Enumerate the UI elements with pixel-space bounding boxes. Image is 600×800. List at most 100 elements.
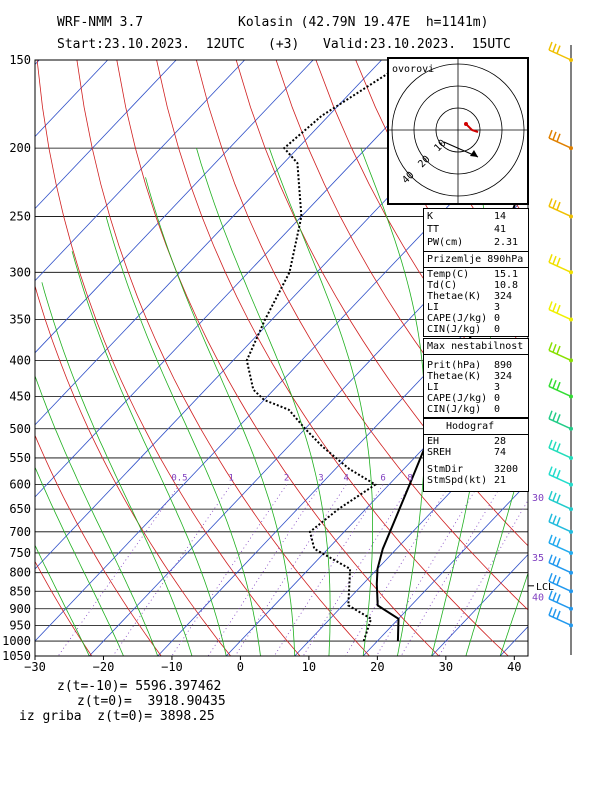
wind-barb-flag bbox=[556, 443, 561, 452]
dry-adiabat bbox=[275, 60, 528, 483]
moist-adiabat bbox=[35, 544, 90, 656]
surface-label: Td(C) bbox=[427, 280, 458, 291]
wind-barb-flag bbox=[552, 412, 557, 421]
isotherm-line bbox=[35, 60, 314, 354]
wind-barb-flag bbox=[552, 343, 557, 353]
height-tminus10: z(t=-10)= 5596.397462 bbox=[57, 679, 222, 694]
isotherm-line bbox=[35, 60, 382, 426]
station-info: Kolasin (42.79N 19.47E h=1141m) bbox=[238, 15, 489, 30]
mixing-ratio-label: 3 bbox=[318, 474, 323, 484]
wind-barb-flag bbox=[548, 378, 553, 387]
model-name: WRF-NMM 3.7 bbox=[57, 15, 144, 30]
wind-barb-staff bbox=[548, 261, 572, 273]
pressure-tick-label: 500 bbox=[9, 422, 31, 436]
mixing-ratio-line bbox=[207, 484, 322, 656]
surface-label: Temp(C) bbox=[427, 269, 470, 280]
pressure-tick-label: 200 bbox=[9, 141, 31, 155]
pressure-tick-label: 600 bbox=[9, 478, 31, 492]
maxinst-label: Prit(hPa) bbox=[427, 360, 482, 371]
mixing-ratio-line bbox=[273, 484, 384, 656]
maxinst-label: CAPE(J/kg) bbox=[427, 393, 488, 404]
wind-barb-flag bbox=[548, 41, 553, 51]
hodograph: ovorovi 10 20 40 bbox=[387, 57, 529, 205]
wind-barb-flag bbox=[552, 536, 557, 546]
pressure-tick-label: 450 bbox=[9, 389, 31, 403]
pressure-tick-label: 800 bbox=[9, 566, 31, 580]
temperature-tick-label: 0 bbox=[237, 660, 244, 674]
wind-barb-staff bbox=[548, 614, 572, 627]
temperature-tick-label: 10 bbox=[302, 660, 316, 674]
pressure-tick-label: 950 bbox=[9, 618, 31, 632]
height-t0-grib: iz griba z(t=0)= 3898.25 bbox=[19, 709, 215, 724]
pressure-tick-label: 550 bbox=[9, 451, 31, 465]
moist-adiabat bbox=[41, 282, 193, 656]
surface-value: 324 bbox=[494, 291, 513, 302]
index-label: K bbox=[427, 211, 434, 222]
maxinst-value: 3 bbox=[494, 382, 501, 393]
maxinst-label: CIN(J/kg) bbox=[427, 404, 482, 415]
pressure-tick-label: 750 bbox=[9, 546, 31, 560]
maxinst-value: 0 bbox=[494, 393, 501, 404]
moist-adiabat bbox=[71, 251, 227, 656]
dry-adiabat bbox=[76, 60, 370, 656]
forecast-offset: (+3) bbox=[268, 37, 300, 52]
surface-value: 0 bbox=[494, 313, 501, 324]
wind-barb-flag bbox=[556, 558, 561, 567]
hodograph-label: ovorovi bbox=[392, 64, 434, 75]
wind-barb-flag bbox=[552, 380, 557, 389]
isotherm-line bbox=[431, 553, 528, 656]
pressure-tick-label: 650 bbox=[9, 502, 31, 516]
index-value: 14 bbox=[494, 211, 507, 222]
surface-value: 0 bbox=[494, 324, 501, 335]
right-axis-label: 40 bbox=[532, 593, 544, 604]
moist-adiabat bbox=[196, 147, 331, 656]
wind-barbs bbox=[548, 41, 573, 628]
wind-barb-flag bbox=[552, 608, 557, 618]
wind-barb-flag bbox=[548, 590, 553, 600]
mixing-ratio-label: 2 bbox=[284, 474, 289, 484]
temperature-tick-label: 40 bbox=[507, 660, 521, 674]
hodograf-label: EH bbox=[427, 436, 440, 447]
dry-adiabat bbox=[196, 60, 528, 611]
wind-barb-flag bbox=[552, 492, 557, 502]
temperature-tick-label: −30 bbox=[24, 660, 46, 674]
temperature-axis-labels: −30 −20 −10 0 10 20 30 40 bbox=[24, 656, 522, 674]
wind-barb-flag bbox=[548, 198, 553, 207]
dry-adiabat bbox=[35, 434, 162, 656]
mixing-ratio-label: 6 bbox=[380, 474, 385, 484]
wind-barb-flag bbox=[548, 534, 553, 544]
temperature-tick-label: 30 bbox=[439, 660, 453, 674]
wind-barb-flag bbox=[548, 410, 553, 420]
height-t0: z(t=0)= 3918.90435 bbox=[77, 694, 226, 709]
hodograf-title: Hodograf bbox=[446, 421, 495, 432]
pressure-axis-labels: 150 200 250 300 350 400 450 500 550 600 650 700 750 8… bbox=[2, 53, 31, 663]
pressure-tick-label: 1050 bbox=[2, 649, 31, 663]
wind-barb-flag bbox=[548, 129, 553, 139]
dry-adiabat bbox=[35, 560, 93, 656]
wind-barb-flag bbox=[552, 556, 557, 565]
wind-barb-staff bbox=[548, 137, 572, 149]
isotherm-line bbox=[88, 193, 528, 656]
wind-barb-staff bbox=[548, 205, 572, 218]
hodograph-trace bbox=[465, 123, 479, 133]
wind-barb-flag bbox=[552, 131, 557, 141]
wind-barb-staff bbox=[548, 447, 572, 459]
wind-barb-flag bbox=[552, 515, 557, 524]
mixing-ratio-line bbox=[112, 484, 232, 656]
mixing-ratio-label: 0.5 bbox=[171, 474, 187, 484]
isobar-grid bbox=[35, 59, 528, 657]
index-value: 41 bbox=[494, 224, 507, 235]
index-value: 2.31 bbox=[494, 237, 519, 248]
surface-title: Prizemlje 890hPa bbox=[427, 254, 524, 265]
start-time: Start:23.10.2023. 12UTC bbox=[57, 37, 245, 52]
index-label: TT bbox=[427, 224, 440, 235]
right-axis-label: 35 bbox=[532, 553, 544, 564]
pressure-tick-label: 250 bbox=[9, 209, 31, 223]
pressure-tick-label: 400 bbox=[9, 353, 31, 367]
wind-barb-flag bbox=[556, 381, 561, 391]
surface-value: 10.8 bbox=[494, 280, 519, 291]
wind-barb-flag bbox=[556, 538, 561, 547]
isotherm-line bbox=[362, 481, 528, 656]
wind-barb-flag bbox=[548, 301, 553, 310]
wind-barb-flag bbox=[548, 466, 553, 475]
